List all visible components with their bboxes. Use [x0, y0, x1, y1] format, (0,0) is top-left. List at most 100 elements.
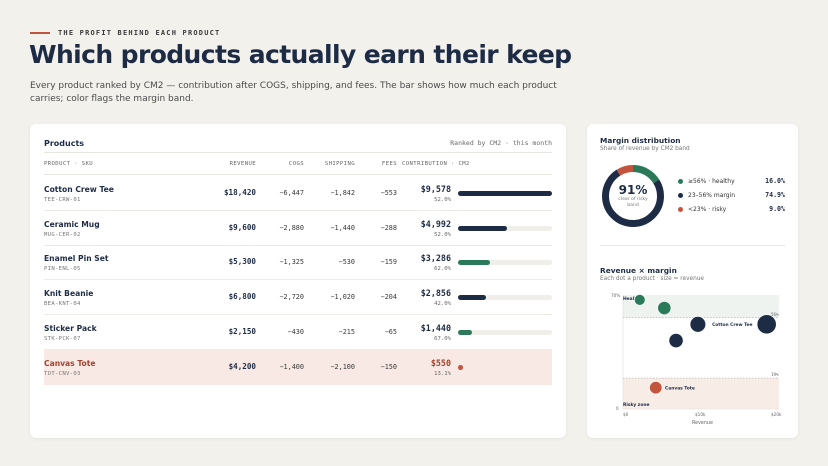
- product-name: Sticker Pack: [44, 323, 97, 333]
- contribution-value: $550: [430, 357, 451, 368]
- margin-percent: 67.0%: [434, 335, 451, 342]
- scatter-subtitle: Each dot a product · size = revenue: [600, 276, 704, 282]
- product-sku: STK-PCK-07: [44, 335, 81, 342]
- scatter-point-label: Cotton Crew Tee: [712, 322, 752, 328]
- margin-donut-chart: [602, 165, 664, 227]
- revenue-value: $18,420: [223, 188, 256, 197]
- product-sku: MUG-CER-02: [44, 231, 81, 238]
- fees-value: −65: [384, 327, 397, 336]
- cogs-value: −430: [287, 327, 304, 336]
- ranking-note: Ranked by CM2 · this month: [450, 139, 552, 147]
- table-row[interactable]: Enamel Pin Set PIN-ENL-05 $5,300 −1,325 −530…: [44, 245, 552, 281]
- shipping-value: −1,842: [330, 189, 355, 197]
- margin-distribution-subtitle: Share of revenue by CM2 band: [600, 146, 690, 152]
- column-header-product[interactable]: PRODUCT · SKU: [44, 161, 93, 167]
- scatter-point: [668, 333, 684, 348]
- column-header-shipping[interactable]: SHIPPING: [324, 161, 355, 167]
- product-name: Knit Beanie: [44, 289, 94, 299]
- table-row[interactable]: Cotton Crew Tee TEE-CRW-01 $18,420 −6,447 −1…: [44, 176, 552, 211]
- fees-value: −204: [380, 293, 397, 302]
- table-row[interactable]: Ceramic Mug MUG-CER-02 $9,600 −2,880 −1,440 −…: [44, 211, 552, 246]
- donut-slice: [602, 165, 664, 227]
- x-tick-label: $0: [623, 412, 629, 417]
- cogs-value: −2,880: [279, 223, 304, 232]
- healthy-zone-label: Healthy: [623, 296, 642, 302]
- column-header-contribution[interactable]: CONTRIBUTION · CM2: [402, 161, 470, 167]
- margin-percent: 62.0%: [434, 266, 451, 273]
- revenue-value: $2,150: [228, 326, 256, 336]
- eyebrow-label: THE PROFIT BEHIND EACH PRODUCT: [58, 29, 221, 37]
- products-card-title: Products: [44, 138, 85, 148]
- shipping-value: −1,440: [330, 223, 355, 232]
- margin-percent: 42.0%: [434, 301, 451, 308]
- fees-value: −150: [380, 362, 397, 371]
- table-row[interactable]: Sticker Pack STK-PCK-07 $2,150 −430 −215 −65 $…: [44, 315, 552, 350]
- product-sku: BEA-KNT-04: [44, 301, 81, 308]
- margin-distribution-title: Margin distribution: [600, 136, 681, 145]
- divider: [44, 152, 552, 153]
- accent-rule: [30, 32, 50, 34]
- cogs-value: −6,447: [279, 189, 304, 197]
- contribution-bar: [458, 225, 507, 231]
- page-title: Which products actually earn their keep: [29, 40, 572, 69]
- margin-percent: 13.1%: [434, 370, 451, 377]
- contribution-bar: [458, 260, 491, 266]
- legend-value: 74.9%: [765, 191, 785, 199]
- legend-label: ≥56% · healthy: [688, 177, 735, 185]
- page-subtitle: Every product ranked by CM2 — contributi…: [30, 81, 557, 104]
- contribution-bar-track: [458, 295, 552, 301]
- contribution-bar-track: [458, 260, 552, 266]
- legend-swatch: [678, 178, 683, 184]
- fees-value: −288: [380, 223, 397, 232]
- donut-center: 91% clear of risky band: [600, 163, 666, 229]
- threshold-label: 56%: [771, 312, 779, 317]
- contribution-value: $2,856: [420, 288, 451, 299]
- legend-item: 23–56% margin 74.9%: [678, 189, 785, 201]
- contribution-value: $9,578: [420, 184, 451, 194]
- x-tick-label: $10k: [695, 412, 706, 417]
- insights-card: Margin distribution Share of revenue by …: [587, 124, 798, 438]
- product-name: Enamel Pin Set: [44, 254, 109, 264]
- contribution-bar: [458, 329, 473, 335]
- cogs-value: −2,720: [279, 293, 304, 302]
- revenue-value: $9,600: [228, 222, 256, 232]
- shipping-value: −530: [338, 258, 355, 267]
- column-header-revenue[interactable]: REVENUE: [229, 161, 256, 167]
- legend-label: 23–56% margin: [688, 191, 736, 199]
- healthy-zone: [623, 295, 779, 318]
- shipping-value: −215: [338, 327, 355, 336]
- column-header-cogs[interactable]: COGS: [288, 161, 304, 167]
- scatter-title: Revenue × margin: [600, 266, 677, 275]
- legend-value: 9.0%: [769, 205, 785, 213]
- scatter-point: [689, 316, 707, 333]
- y-tick-label: 70%: [611, 293, 620, 298]
- contribution-bar-track: [458, 225, 552, 231]
- y-tick-label: 0: [616, 406, 619, 411]
- legend-swatch: [678, 192, 683, 198]
- table-row[interactable]: Canvas Tote TOT-CNV-03 $4,200 −1,400 −2,100 −…: [44, 349, 552, 385]
- shipping-value: −2,100: [330, 362, 355, 371]
- divider: [600, 245, 785, 246]
- contribution-bar: [458, 191, 552, 196]
- scatter-point: [756, 314, 777, 335]
- cogs-value: −1,400: [279, 362, 304, 371]
- product-name: Ceramic Mug: [44, 219, 100, 229]
- eyebrow: THE PROFIT BEHIND EACH PRODUCT: [30, 29, 220, 37]
- shipping-value: −1,020: [330, 293, 355, 302]
- product-name: Cotton Crew Tee: [44, 185, 114, 194]
- column-header-fees[interactable]: FEES: [381, 161, 397, 167]
- scatter-point: [657, 301, 672, 315]
- donut-center-value: 91%: [618, 182, 648, 197]
- x-axis-label: Revenue: [692, 420, 713, 426]
- product-sku: TOT-CNV-03: [44, 370, 81, 377]
- risky-zone: [623, 378, 779, 409]
- contribution-value: $3,286: [420, 253, 451, 264]
- products-card: Products Ranked by CM2 · this month PROD…: [30, 124, 566, 438]
- revenue-margin-scatter: 56% 19% 70% 0 $0 $10k $20k Revenue Healthy Risky …: [611, 293, 782, 426]
- divider: [44, 174, 552, 175]
- products-card-header: Products Ranked by CM2 · this month: [44, 135, 552, 151]
- risky-zone-label: Risky zone: [623, 402, 650, 408]
- margin-percent: 52.0%: [434, 197, 451, 203]
- donut-slice: [602, 165, 664, 227]
- table-row[interactable]: Knit Beanie BEA-KNT-04 $6,800 −2,720 −1,020 −…: [44, 280, 552, 316]
